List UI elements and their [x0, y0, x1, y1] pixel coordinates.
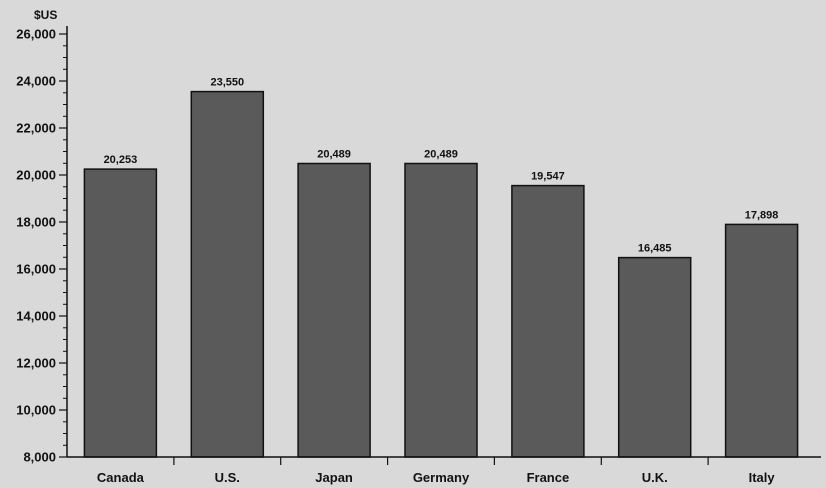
x-tick-label: Canada [97, 470, 145, 485]
data-label: 20,253 [104, 154, 138, 166]
data-label: 23,550 [210, 77, 244, 89]
axes-layer: Canada U.S. Japan Germany France U.K. Italy 8,0… [16, 26, 821, 485]
y-tick-label: 10,000 [16, 403, 56, 418]
x-tick-label: U.K. [642, 470, 668, 485]
bar-japan [297, 162, 371, 458]
bars-layer: 20,253 23,550 20,489 20,489 19,547 16,485 17,8… [83, 77, 799, 458]
y-tick-label: 18,000 [16, 215, 56, 230]
bar-germany [404, 162, 478, 458]
bar-us [190, 90, 265, 458]
data-label: 20,489 [424, 149, 458, 161]
y-tick-label: 20,000 [16, 168, 56, 183]
bar-italy [724, 223, 799, 458]
x-tick-label: Italy [749, 470, 776, 485]
data-label: 16,485 [638, 243, 672, 255]
bar-france [511, 184, 585, 458]
bar-uk [617, 256, 692, 458]
x-tick-label: France [527, 470, 570, 485]
data-label: 20,489 [317, 149, 351, 161]
x-tick-label: Germany [413, 470, 470, 485]
y-tick-label: 22,000 [16, 121, 56, 136]
y-tick-label: 24,000 [16, 74, 56, 89]
x-tick-label: Japan [315, 470, 353, 485]
y-tick-label: 12,000 [16, 356, 56, 371]
bar-canada [83, 168, 158, 458]
y-tick-label: 14,000 [16, 309, 56, 324]
y-axis-unit-label: $US [34, 8, 57, 22]
y-tick-label: 8,000 [23, 450, 56, 465]
y-tick-label: 16,000 [16, 262, 56, 277]
data-label: 17,898 [745, 209, 779, 221]
data-label: 19,547 [531, 171, 565, 183]
x-tick-label: U.S. [215, 470, 240, 485]
y-tick-label: 26,000 [16, 27, 56, 42]
